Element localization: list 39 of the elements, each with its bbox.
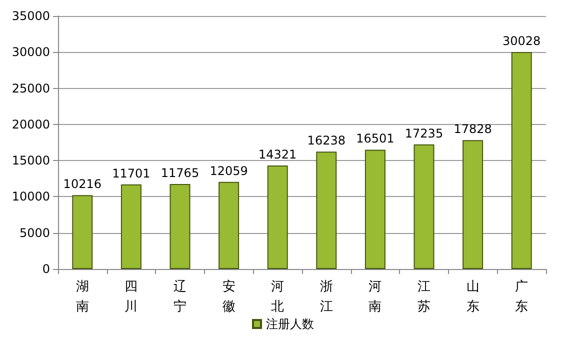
bar [414, 144, 434, 269]
data-label: 17235 [404, 126, 444, 140]
y-tick-label: 0 [42, 262, 50, 276]
y-tick-label: 5000 [19, 226, 50, 240]
y-tick-label: 35000 [12, 9, 50, 23]
x-tick-label: 辽宁 [174, 280, 186, 314]
bar [267, 165, 288, 269]
data-label: 17828 [454, 122, 492, 136]
bar [72, 195, 93, 269]
x-tick-label: 江苏 [418, 280, 430, 314]
data-label: 16238 [307, 134, 346, 148]
x-tick-label: 广东 [515, 280, 528, 314]
x-tick-label: 浙江 [320, 280, 333, 314]
bar [120, 184, 142, 269]
data-label: 14321 [258, 147, 297, 162]
legend-label: 注册人数 [266, 317, 314, 331]
y-tick-label: 30000 [12, 45, 50, 60]
x-tick-label: 山东 [466, 280, 480, 314]
x-tick-label: 安徽 [222, 278, 236, 314]
x-tick-label: 河南 [368, 280, 382, 314]
bar [170, 184, 190, 269]
data-label: 12059 [210, 164, 248, 178]
bar [511, 52, 532, 269]
x-tick-label: 四川 [124, 280, 138, 314]
x-tick-label: 湖南 [76, 280, 89, 314]
y-tick-label: 15000 [12, 154, 50, 168]
data-label: 16501 [356, 132, 394, 146]
y-tick-label: 10000 [12, 190, 50, 204]
x-tick-label: 河北 [271, 280, 284, 314]
bar [316, 152, 337, 269]
bar [218, 182, 240, 269]
data-label: 10216 [63, 177, 102, 192]
y-tick-label: 25000 [12, 81, 50, 96]
bar [462, 140, 484, 269]
y-tick-label: 20000 [12, 117, 50, 132]
data-label: 30028 [502, 34, 541, 48]
data-label: 11701 [112, 166, 150, 180]
bar [364, 150, 386, 269]
data-label: 11765 [160, 166, 200, 180]
